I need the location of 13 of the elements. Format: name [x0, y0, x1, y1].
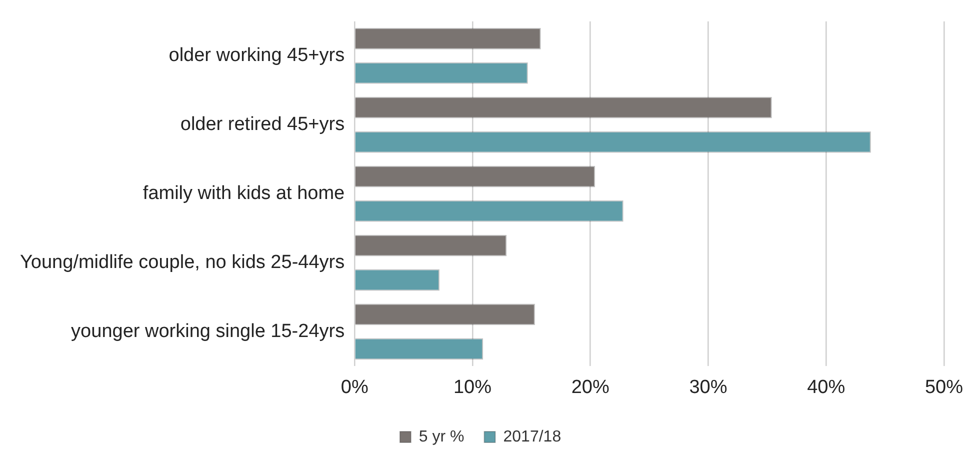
- x-tick-label: 20%: [571, 376, 610, 398]
- x-tick-label: 0%: [340, 376, 368, 398]
- x-tick-label: 50%: [924, 376, 964, 398]
- y-tick-label: older retired 45+yrs: [180, 114, 345, 136]
- y-tick-label: family with kids at home: [142, 183, 345, 204]
- x-tick-label: 40%: [807, 376, 846, 398]
- y-tick-label: Young/midlife couple, no kids 25-44yrs: [20, 252, 345, 273]
- y-tick-label: older working 45+yrs: [168, 45, 345, 66]
- x-tick-label: 10%: [453, 376, 492, 398]
- legend-label: 2017/18: [503, 428, 562, 446]
- x-tick-label: 30%: [689, 376, 728, 398]
- y-tick-label: younger working single 15-24yrs: [71, 320, 345, 342]
- legend-label: 5 yr %: [418, 428, 464, 446]
